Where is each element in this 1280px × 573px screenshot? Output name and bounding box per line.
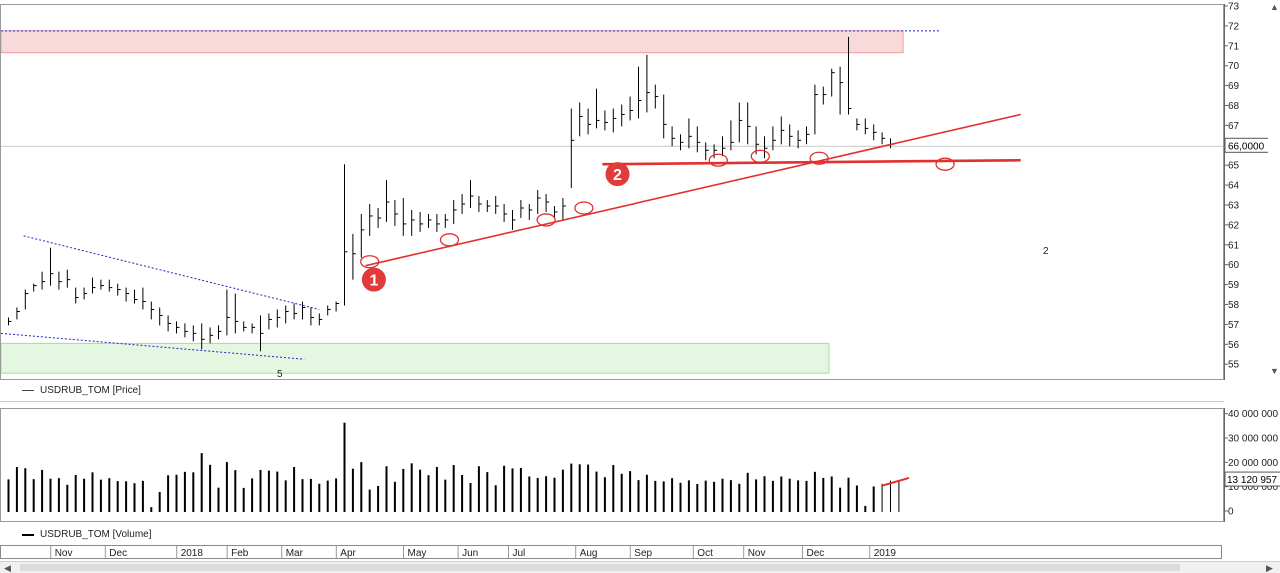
volume-chart[interactable] <box>1 409 1223 521</box>
price-axis-label: 55 <box>1228 360 1240 371</box>
time-axis-label: 2019 <box>874 548 897 558</box>
time-axis-label: Sep <box>634 548 652 558</box>
price-axis-label: 59 <box>1228 280 1240 291</box>
price-pane[interactable]: 1 2 5 2 <box>0 4 1224 380</box>
price-axis-label: 58 <box>1228 300 1240 311</box>
price-axis-label: 64 <box>1228 181 1240 192</box>
price-axis-label: 63 <box>1228 201 1240 212</box>
time-axis-label: Oct <box>697 548 713 558</box>
touch-circle <box>574 201 594 215</box>
volume-axis-label: 20 000 000 <box>1228 458 1278 469</box>
volume-legend-label: USDRUB_TOM [Volume] <box>40 529 152 540</box>
current-price-label: 66,0000 <box>1228 141 1265 152</box>
current-volume-label: 13 120 957 <box>1227 475 1277 486</box>
horizontal-scrollbar[interactable]: ◀ ▶ <box>0 561 1280 573</box>
marker-circle <box>361 267 386 292</box>
time-axis-label: Dec <box>109 548 127 558</box>
price-axis-label: 68 <box>1228 101 1240 112</box>
touch-circle <box>750 149 770 163</box>
volume-axis-label: 10 000 000 <box>1228 482 1278 493</box>
touch-circle <box>439 233 460 247</box>
touch-circle <box>809 151 829 165</box>
time-axis-label: May <box>408 548 427 558</box>
price-axis-label: 73 <box>1228 2 1240 13</box>
price-axis-label: 71 <box>1228 41 1240 52</box>
channel-lower-line <box>1 332 305 360</box>
time-axis-label: Feb <box>231 548 249 558</box>
price-axis-label: 61 <box>1228 240 1240 251</box>
channel-upper-line <box>23 235 320 310</box>
pane-separator[interactable] <box>0 401 1224 402</box>
marker-number: 1 <box>369 273 378 290</box>
marker-circle <box>605 162 630 187</box>
time-axis-label: 2018 <box>181 548 204 558</box>
scroll-left-icon[interactable]: ◀ <box>4 563 11 573</box>
scroll-up-icon[interactable]: ▲ <box>1270 2 1279 12</box>
price-axis-label: 56 <box>1228 340 1240 351</box>
time-axis-label: Dec <box>807 548 825 558</box>
touch-circle <box>708 153 728 167</box>
price-legend-swatch <box>22 390 34 391</box>
ascending-trendline <box>365 113 1021 267</box>
volume-legend: USDRUB_TOM [Volume] <box>22 529 152 540</box>
volume-pane[interactable] <box>0 408 1224 522</box>
price-chart[interactable]: 1 2 5 2 <box>1 5 1223 379</box>
time-axis-label: Jun <box>462 548 478 558</box>
price-axis: 7372717069686766656463626160595857565566… <box>1224 2 1270 380</box>
price-axis-label: 62 <box>1228 220 1240 231</box>
time-axis-label: Nov <box>55 548 73 558</box>
touch-circle <box>935 157 955 171</box>
price-axis-label: 69 <box>1228 81 1240 92</box>
price-legend-label: USDRUB_TOM [Price] <box>40 385 141 396</box>
horizontal-scroll-thumb[interactable] <box>20 564 1180 571</box>
time-axis: Nov Dec 2018 Feb Mar Apr May Jun Jul Aug Sep Oct Nov… <box>0 545 1222 559</box>
time-axis-label: Apr <box>340 548 356 558</box>
touch-circle <box>360 255 380 269</box>
time-axis-label: Aug <box>580 548 598 558</box>
annotation-label: 2 <box>1043 246 1049 257</box>
volume-axis-label: 0 <box>1228 507 1234 518</box>
price-axis-label: 65 <box>1228 161 1240 172</box>
annotation-label: 5 <box>277 369 283 379</box>
volume-trend-mark <box>881 476 910 487</box>
price-axis-label: 72 <box>1228 21 1240 32</box>
price-axis-label: 70 <box>1228 61 1240 72</box>
scroll-right-icon[interactable]: ▶ <box>1266 563 1273 573</box>
volume-legend-swatch <box>22 533 34 536</box>
price-legend: USDRUB_TOM [Price] <box>22 385 141 396</box>
time-axis-label: Nov <box>748 548 766 558</box>
time-axis-label: Jul <box>513 548 526 558</box>
price-axis-label: 67 <box>1228 121 1240 132</box>
price-axis-label: 57 <box>1228 320 1240 331</box>
price-axis-label: 60 <box>1228 260 1240 271</box>
vertical-scrollbar[interactable]: ▲ ▼ <box>1268 0 1280 380</box>
resistance-zone <box>1 30 904 54</box>
scroll-down-icon[interactable]: ▼ <box>1270 366 1279 376</box>
volume-axis: 40 000 000 30 000 000 20 000 000 10 000 000… <box>1224 408 1280 522</box>
volume-axis-label: 40 000 000 <box>1228 409 1278 420</box>
time-axis-label: Mar <box>286 548 304 558</box>
time-axis-labels: Nov Dec 2018 Feb Mar Apr May Jun Jul Aug Sep Oct Nov… <box>50 546 897 558</box>
support-zone <box>1 342 830 374</box>
current-volume-box <box>1224 471 1280 487</box>
volume-axis-label: 30 000 000 <box>1228 434 1278 445</box>
marker-number: 2 <box>613 167 622 184</box>
touch-circle <box>536 213 556 227</box>
